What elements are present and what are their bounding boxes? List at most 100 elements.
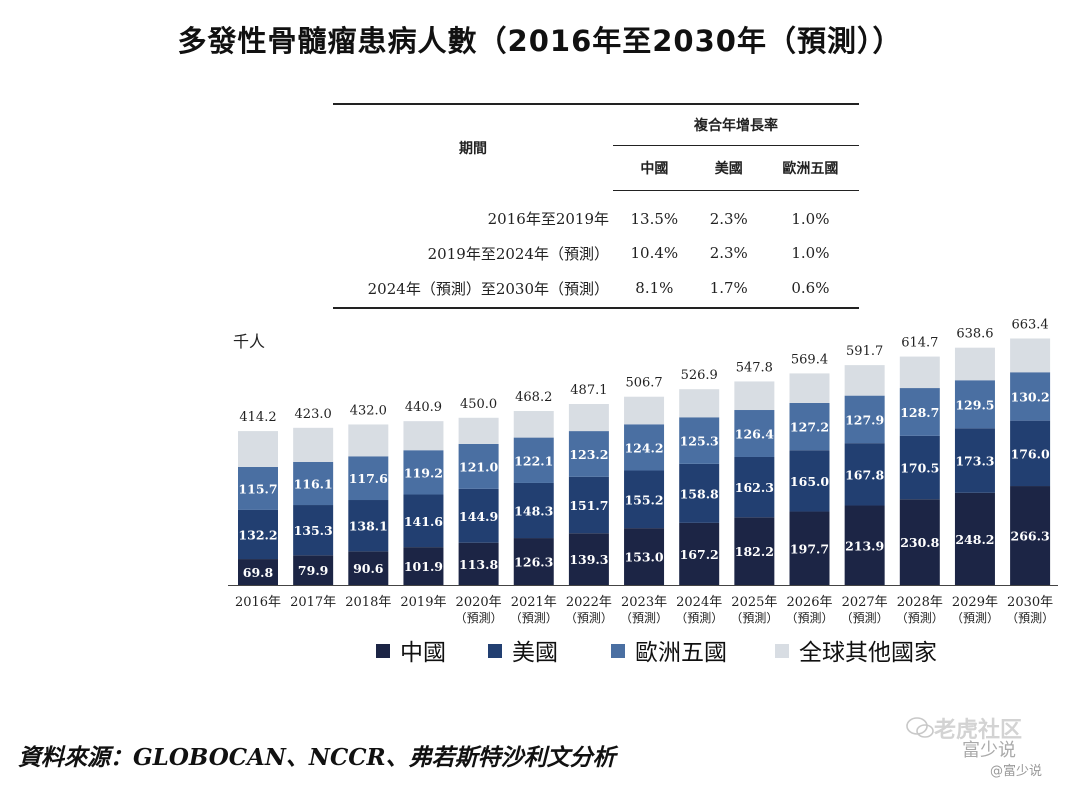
bar-segment	[458, 417, 499, 444]
data-label: 129.5	[955, 397, 994, 412]
total-label: 638.6	[956, 327, 993, 342]
data-label: 126.4	[735, 426, 774, 441]
watermark-line3: @富少说	[990, 764, 1043, 779]
bar-segment	[403, 494, 444, 548]
total-label: 614.7	[901, 336, 938, 351]
data-label: 125.3	[680, 434, 719, 449]
table-row: 2016年至2019年 13.5% 2.3% 1.0%	[333, 191, 859, 238]
cell-us: 2.3%	[709, 244, 748, 262]
cell-us: 2.3%	[709, 210, 748, 228]
bar-segment	[954, 492, 995, 585]
bar-segment	[513, 411, 554, 438]
data-label: 132.2	[238, 527, 277, 542]
bar-segment	[238, 431, 278, 467]
total-label: 526.9	[681, 368, 718, 383]
x-tick-label: （預測）	[510, 611, 558, 625]
x-tick-label: （預測）	[675, 611, 723, 625]
data-label: 165.0	[790, 474, 829, 489]
bar-segment	[679, 463, 720, 523]
data-label: 127.2	[790, 420, 829, 435]
cagr-header: 複合年增長率	[613, 103, 859, 146]
bar-segment	[293, 555, 334, 585]
x-tick-label: 2028年	[897, 595, 943, 610]
data-label: 121.0	[459, 459, 498, 474]
bar-segment	[1010, 372, 1051, 421]
bar-segment	[568, 403, 609, 432]
bar-segment	[624, 470, 665, 529]
x-tick-label: 2022年	[566, 595, 612, 610]
x-tick-label: （預測）	[1006, 611, 1054, 625]
period-header: 期間	[333, 103, 613, 191]
data-label: 230.8	[900, 535, 939, 550]
total-label: 663.4	[1011, 317, 1048, 332]
bar-segment	[568, 533, 609, 585]
total-label: 450.0	[460, 397, 497, 412]
bar-segment	[513, 437, 554, 483]
cell-eu5: 1.0%	[791, 210, 830, 228]
legend-swatch	[488, 644, 502, 658]
page-title: 多發性骨髓瘤患病人數（2016年至2030年（預測））	[177, 24, 903, 58]
bar-segment	[844, 505, 885, 585]
cell-china: 13.5%	[630, 210, 679, 228]
data-label: 141.6	[404, 514, 443, 529]
data-label: 176.0	[1011, 446, 1050, 461]
data-label: 153.0	[624, 550, 663, 565]
x-tick-label: （預測）	[841, 611, 889, 625]
total-label: 506.7	[625, 376, 662, 391]
data-label: 113.8	[459, 557, 498, 572]
bar-segment	[679, 522, 720, 585]
x-tick-label: （預測）	[565, 611, 613, 625]
bar-segment	[844, 365, 885, 396]
bar-segment	[954, 380, 995, 429]
legend-label: 中國	[400, 640, 446, 666]
watermark-line2: 富少说	[962, 740, 1016, 761]
bar-segment	[899, 388, 940, 436]
row-period: 2019年至2024年（預測）	[427, 244, 609, 263]
total-label: 487.1	[570, 383, 607, 398]
bar-segment	[458, 443, 499, 489]
data-label: 151.7	[569, 498, 608, 513]
x-tick-label: （預測）	[620, 611, 668, 625]
bar-segment	[734, 410, 775, 457]
cell-china: 8.1%	[613, 269, 696, 309]
data-label: 162.3	[735, 480, 774, 495]
bar-segment	[458, 542, 499, 585]
legend-swatch	[775, 644, 789, 658]
bar-segment	[789, 450, 830, 512]
bar-segment	[1010, 338, 1051, 373]
x-tick-label: 2024年	[676, 595, 722, 610]
bar-segment	[1010, 486, 1051, 585]
bar-segment	[899, 499, 940, 585]
bar-segment	[789, 402, 830, 451]
data-label: 117.6	[349, 471, 388, 486]
bar-segment	[789, 511, 830, 585]
bar-segment	[624, 424, 665, 471]
data-label: 248.2	[955, 532, 994, 547]
table-row: 2019年至2024年（預測） 10.4% 2.3% 1.0%	[333, 237, 859, 269]
col-header-eu5: 歐洲五國	[761, 145, 859, 191]
total-label: 547.8	[736, 360, 773, 375]
bar-segment	[734, 456, 775, 518]
bar-segment	[624, 396, 665, 425]
data-label: 197.7	[790, 541, 829, 556]
legend-label: 全球其他國家	[799, 640, 937, 666]
x-tick-label: 2030年	[1007, 595, 1053, 610]
data-label: 122.1	[514, 453, 553, 468]
bar-segment	[568, 476, 609, 534]
data-label: 123.2	[569, 447, 608, 462]
bar-segment	[1010, 420, 1051, 487]
bar-segment	[348, 424, 389, 457]
cell-china: 10.4%	[630, 244, 679, 262]
watermark-line1: 老虎社区	[934, 718, 1023, 743]
bar-segment	[624, 528, 665, 585]
x-tick-label: 2018年	[345, 595, 391, 610]
legend-swatch	[376, 644, 390, 658]
total-label: 432.0	[350, 403, 387, 418]
total-label: 414.2	[239, 410, 276, 425]
row-period: 2016年至2019年	[487, 210, 609, 229]
x-tick-label: 2026年	[786, 595, 832, 610]
data-label: 155.2	[624, 492, 663, 507]
bar-segment	[403, 421, 444, 451]
data-label: 148.3	[514, 504, 553, 519]
data-label: 126.3	[514, 555, 553, 570]
